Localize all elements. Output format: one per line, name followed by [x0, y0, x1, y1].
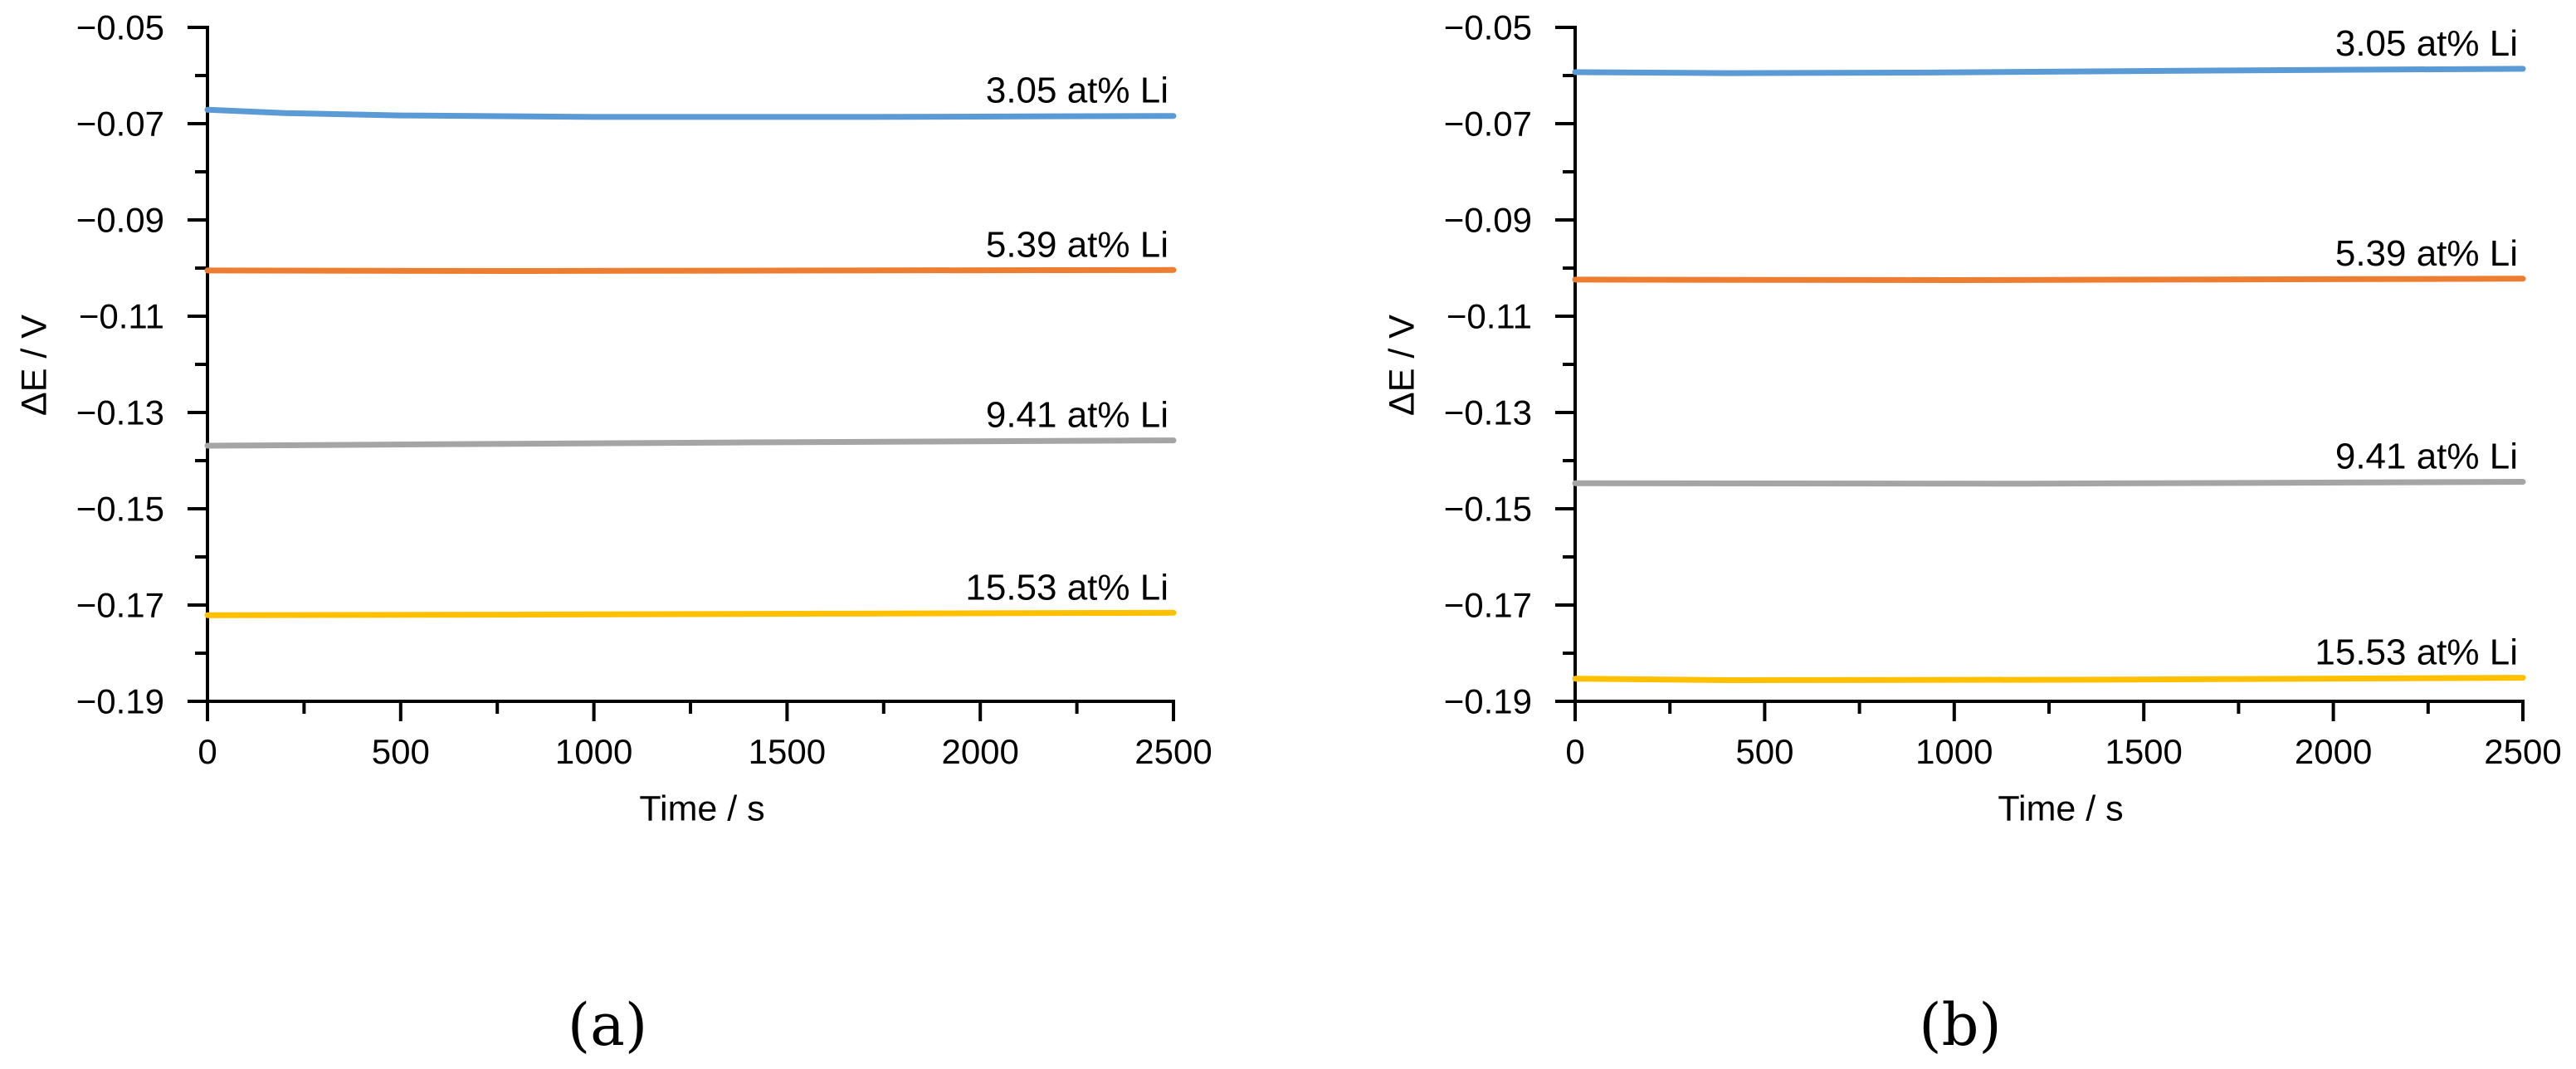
caption-chart-a: (a) [567, 991, 648, 1059]
series-label-1: 5.39 at% Li [986, 224, 1168, 265]
y-tick-label: −0.07 [76, 104, 164, 143]
y-tick-label: −0.07 [1444, 104, 1532, 143]
series-line-0 [204, 106, 1177, 120]
y-tick-label: −0.05 [1444, 7, 1532, 46]
x-tick-label: 2000 [941, 732, 1018, 771]
series-line-3 [1572, 675, 2526, 683]
x-tick-label: 1500 [2105, 732, 2182, 771]
series-line-2 [1572, 479, 2526, 487]
y-axis-title-chart-b: ΔE / V [1382, 315, 1422, 416]
x-tick-label: 1000 [1915, 732, 1993, 771]
x-tick-label: 500 [1735, 732, 1793, 771]
y-tick-label: −0.13 [76, 393, 164, 432]
series-line-1 [1572, 276, 2526, 283]
y-tick-label: −0.15 [76, 489, 164, 528]
y-tick-label: −0.11 [1447, 296, 1532, 335]
y-tick-label: −0.05 [76, 7, 164, 46]
series-label-3: 15.53 at% Li [2315, 632, 2518, 673]
y-tick-label: −0.11 [79, 296, 164, 335]
series-line-2 [204, 437, 1177, 449]
caption-chart-b: (b) [1919, 991, 2002, 1059]
series-line-3 [204, 609, 1177, 618]
y-tick-label: −0.17 [1444, 585, 1532, 624]
series-label-3: 15.53 at% Li [965, 567, 1168, 608]
y-tick-label: −0.15 [1444, 489, 1532, 528]
y-tick-label: −0.13 [1444, 393, 1532, 432]
x-tick-label: 2500 [2484, 732, 2561, 771]
x-tick-label: 0 [198, 732, 217, 771]
series-label-2: 9.41 at% Li [986, 395, 1168, 436]
series-line-1 [204, 266, 1177, 274]
series-label-1: 5.39 at% Li [2335, 233, 2518, 274]
series-label-0: 3.05 at% Li [2335, 23, 2518, 64]
series-label-0: 3.05 at% Li [986, 71, 1168, 111]
x-axis-title-chart-a: Time / s [639, 788, 765, 829]
y-tick-label: −0.09 [1444, 200, 1532, 239]
x-tick-label: 500 [372, 732, 430, 771]
y-tick-label: −0.19 [76, 681, 164, 720]
y-tick-label: −0.09 [76, 200, 164, 239]
x-axis-title-chart-b: Time / s [1998, 788, 2124, 829]
x-tick-label: 1000 [555, 732, 632, 771]
x-tick-label: 2000 [2295, 732, 2372, 771]
x-tick-label: 1500 [749, 732, 826, 771]
chart-a: −0.05 −0.07 −0.09 −0.11 −0.13 −0.15 −0.17 −0.19… [76, 7, 1212, 771]
x-tick-label: 2500 [1134, 732, 1212, 771]
series-line-0 [1572, 66, 2526, 76]
y-tick-label: −0.17 [76, 585, 164, 624]
chart-b: −0.05 −0.07 −0.09 −0.11 −0.13 −0.15 −0.17 −0.19… [1444, 7, 2562, 771]
y-tick-label: −0.19 [1444, 681, 1532, 720]
x-tick-label: 0 [1565, 732, 1584, 771]
y-axis-title-chart-a: ΔE / V [14, 315, 55, 416]
series-label-2: 9.41 at% Li [2335, 437, 2518, 477]
